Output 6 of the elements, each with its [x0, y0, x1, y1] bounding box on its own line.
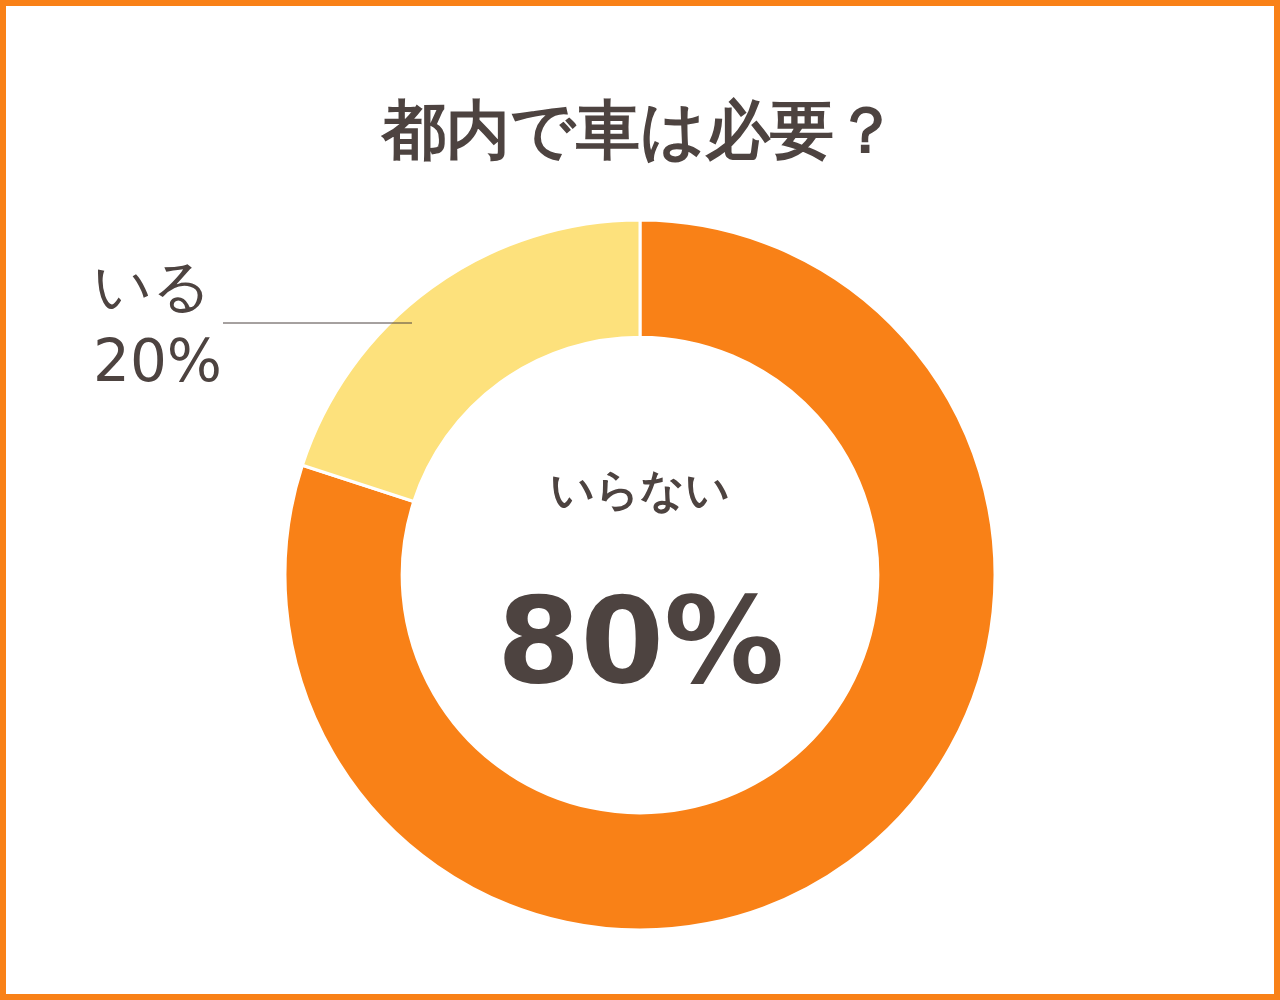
- slice-label: いる: [93, 252, 211, 320]
- chart-title: 都内で車は必要？: [380, 93, 898, 168]
- data-label: 20%: [93, 327, 222, 396]
- donut-slice: [284, 218, 997, 932]
- slice-label: いらない: [550, 464, 730, 515]
- data-label: 80%: [497, 571, 785, 710]
